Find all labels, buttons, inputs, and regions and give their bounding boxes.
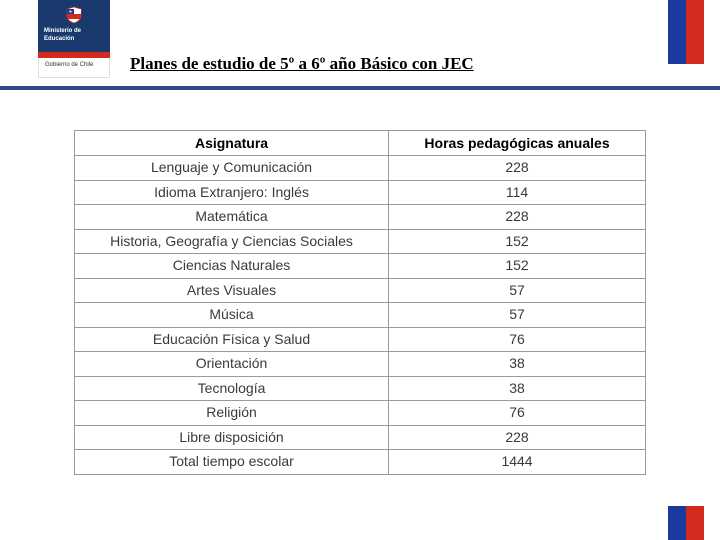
header-hours: Horas pedagógicas anuales [389, 131, 646, 156]
logo-line2: Educación [44, 36, 74, 42]
table-row: Total tiempo escolar1444 [75, 450, 646, 475]
cell-subject: Educación Física y Salud [75, 327, 389, 352]
cell-hours: 76 [389, 401, 646, 426]
flag-top-decoration [668, 0, 704, 64]
table-row: Idioma Extranjero: Inglés114 [75, 180, 646, 205]
logo-line1: Ministerio de [44, 28, 81, 34]
table-row: Música57 [75, 303, 646, 328]
cell-subject: Ciencias Naturales [75, 254, 389, 279]
table-row: Libre disposición228 [75, 425, 646, 450]
flag-bottom-decoration [668, 506, 704, 540]
logo-footer: Gobierno de Chile [38, 58, 110, 78]
ministry-logo: Ministerio de Educación Gobierno de Chil… [38, 0, 110, 78]
cell-subject: Historia, Geografía y Ciencias Sociales [75, 229, 389, 254]
table-row: Artes Visuales57 [75, 278, 646, 303]
cell-hours: 152 [389, 229, 646, 254]
cell-subject: Artes Visuales [75, 278, 389, 303]
curriculum-table-container: Asignatura Horas pedagógicas anuales Len… [74, 130, 646, 475]
cell-subject: Orientación [75, 352, 389, 377]
table-row: Matemática228 [75, 205, 646, 230]
cell-hours: 38 [389, 352, 646, 377]
header-subject: Asignatura [75, 131, 389, 156]
table-row: Orientación38 [75, 352, 646, 377]
page-header: Ministerio de Educación Gobierno de Chil… [0, 0, 720, 90]
cell-hours: 76 [389, 327, 646, 352]
cell-hours: 38 [389, 376, 646, 401]
table-row: Ciencias Naturales152 [75, 254, 646, 279]
cell-hours: 57 [389, 278, 646, 303]
cell-hours: 114 [389, 180, 646, 205]
cell-subject: Libre disposición [75, 425, 389, 450]
curriculum-table: Asignatura Horas pedagógicas anuales Len… [74, 130, 646, 475]
table-row: Religión76 [75, 401, 646, 426]
table-row: Historia, Geografía y Ciencias Sociales1… [75, 229, 646, 254]
cell-subject: Matemática [75, 205, 389, 230]
cell-subject: Tecnología [75, 376, 389, 401]
table-row: Tecnología38 [75, 376, 646, 401]
cell-hours: 228 [389, 425, 646, 450]
page-title: Planes de estudio de 5º a 6º año Básico … [130, 54, 474, 74]
cell-subject: Lenguaje y Comunicación [75, 156, 389, 181]
logo-blue-panel: Ministerio de Educación [38, 0, 110, 52]
table-row: Educación Física y Salud76 [75, 327, 646, 352]
cell-hours: 1444 [389, 450, 646, 475]
cell-hours: 228 [389, 205, 646, 230]
cell-hours: 152 [389, 254, 646, 279]
cell-hours: 228 [389, 156, 646, 181]
shield-icon [64, 6, 84, 24]
cell-subject: Idioma Extranjero: Inglés [75, 180, 389, 205]
table-header-row: Asignatura Horas pedagógicas anuales [75, 131, 646, 156]
table-row: Lenguaje y Comunicación228 [75, 156, 646, 181]
cell-subject: Música [75, 303, 389, 328]
cell-hours: 57 [389, 303, 646, 328]
cell-subject: Total tiempo escolar [75, 450, 389, 475]
cell-subject: Religión [75, 401, 389, 426]
